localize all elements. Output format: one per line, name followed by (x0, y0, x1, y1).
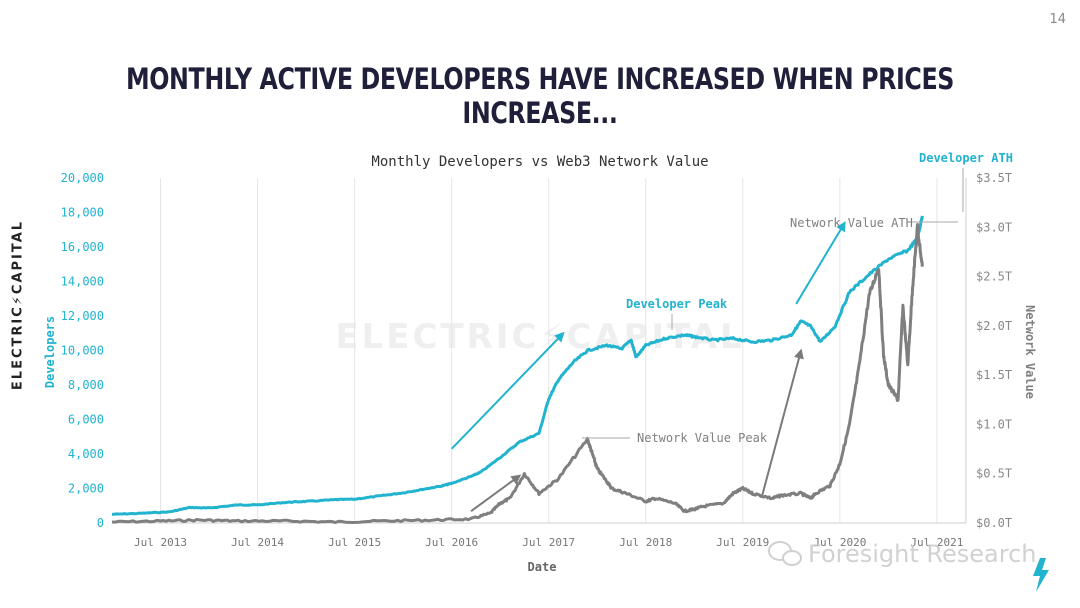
y-axis-right: $0.0T $0.5T $1.0T $1.5T $2.0T $2.5T $3.0T $3.5T (976, 171, 1012, 530)
x-tick-label: Jul 2014 (231, 536, 284, 549)
annotation-dev-ath: Developer ATH (919, 151, 1013, 165)
y-right-tick-label: $0.0T (976, 516, 1012, 530)
y-right-tick-label: $3.0T (976, 220, 1012, 234)
series-line-network-value (111, 223, 924, 524)
x-tick-label: Jul 2016 (425, 536, 478, 549)
x-tick-label: Jul 2017 (522, 536, 575, 549)
y-left-tick-label: 8,000 (68, 378, 104, 392)
trend-arrow (761, 348, 804, 496)
annotation-net-peak: Network Value Peak (637, 431, 768, 445)
x-tick-label: Jul 2019 (716, 536, 769, 549)
x-tick-label: Jul 2018 (619, 536, 672, 549)
x-axis: Jul 2013 Jul 2014 Jul 2015 Jul 2016 Jul 2017… (112, 178, 967, 549)
y-right-tick-label: $2.0T (976, 319, 1012, 333)
x-tick-label: Jul 2020 (813, 536, 866, 549)
wechat-icon (768, 541, 802, 566)
chart-grid (160, 178, 938, 523)
y-left-tick-label: 0 (97, 516, 104, 530)
bolt-logo-icon (1033, 558, 1049, 592)
y-right-tick-label: $1.0T (976, 417, 1012, 431)
chart-title: Monthly Developers vs Web3 Network Value (371, 154, 708, 170)
y-left-tick-label: 16,000 (61, 240, 104, 254)
x-tick-label: Jul 2021 (910, 536, 963, 549)
y-axis-left-label: Developers (43, 316, 57, 388)
trend-arrow (795, 221, 846, 305)
y-axis-right-label: Network Value (1023, 305, 1037, 399)
y-left-tick-label: 2,000 (68, 482, 104, 496)
annotation-dev-peak: Developer Peak (626, 297, 728, 311)
y-right-tick-label: $0.5T (976, 467, 1012, 481)
trend-arrow (450, 331, 565, 450)
x-axis-label: Date (528, 560, 557, 574)
y-left-tick-label: 14,000 (61, 275, 104, 289)
annotation-net-ath: Network Value ATH (790, 216, 913, 230)
y-right-tick-label: $1.5T (976, 368, 1012, 382)
y-right-tick-label: $2.5T (976, 270, 1012, 284)
x-tick-label: Jul 2013 (134, 536, 187, 549)
overlay-watermark-text: Foresight Research (808, 540, 1036, 568)
y-left-tick-label: 6,000 (68, 413, 104, 427)
y-axis-left: 0 2,000 4,000 6,000 8,000 10,000 12,000 14,000 1… (61, 171, 104, 530)
x-tick-label: Jul 2015 (328, 536, 381, 549)
series-line-developers (111, 215, 924, 516)
y-right-tick-label: $3.5T (976, 171, 1012, 185)
y-left-tick-label: 20,000 (61, 171, 104, 185)
y-left-tick-label: 18,000 (61, 206, 104, 220)
page-number: 14 (1049, 12, 1066, 27)
y-left-tick-label: 12,000 (61, 309, 104, 323)
page-title: Monthly active developers have increased… (125, 62, 955, 130)
y-left-tick-label: 4,000 (68, 447, 104, 461)
y-left-tick-label: 10,000 (61, 344, 104, 358)
trend-arrow (470, 474, 522, 512)
